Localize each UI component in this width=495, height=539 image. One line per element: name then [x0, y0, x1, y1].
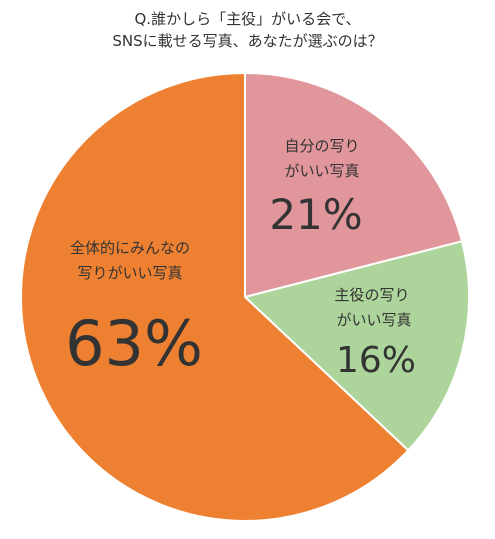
slice-label-star-line-1: 主役の写り [334, 286, 409, 304]
slice-label-everyone-line-2: 写りがいい写真 [77, 264, 182, 282]
pie-slices [20, 71, 470, 522]
slice-value-everyone: 63% [65, 307, 203, 380]
pie-slice-self [244, 71, 464, 299]
chart-title-line-2: SNSに載せる写真、あなたが選ぶのは？ [112, 32, 383, 50]
slice-value-star: 16% [336, 340, 416, 381]
slice-label-self-line-2: がいい写真 [284, 162, 359, 180]
slice-label-self-line-1: 自分の写り [284, 137, 359, 155]
slice-value-self: 21% [269, 190, 362, 239]
chart-title-line-1: Q.誰かしら「主役」がいる会で、 [134, 10, 361, 28]
slice-label-star-line-2: がいい写真 [336, 311, 411, 329]
slice-label-everyone-line-1: 全体的にみんなの [70, 239, 190, 257]
pie-slice-star [242, 240, 470, 452]
chart-title: Q.誰かしら「主役」がいる会で、 SNSに載せる写真、あなたが選ぶのは？ [0, 8, 495, 52]
pie-slice-everyone [20, 71, 410, 522]
